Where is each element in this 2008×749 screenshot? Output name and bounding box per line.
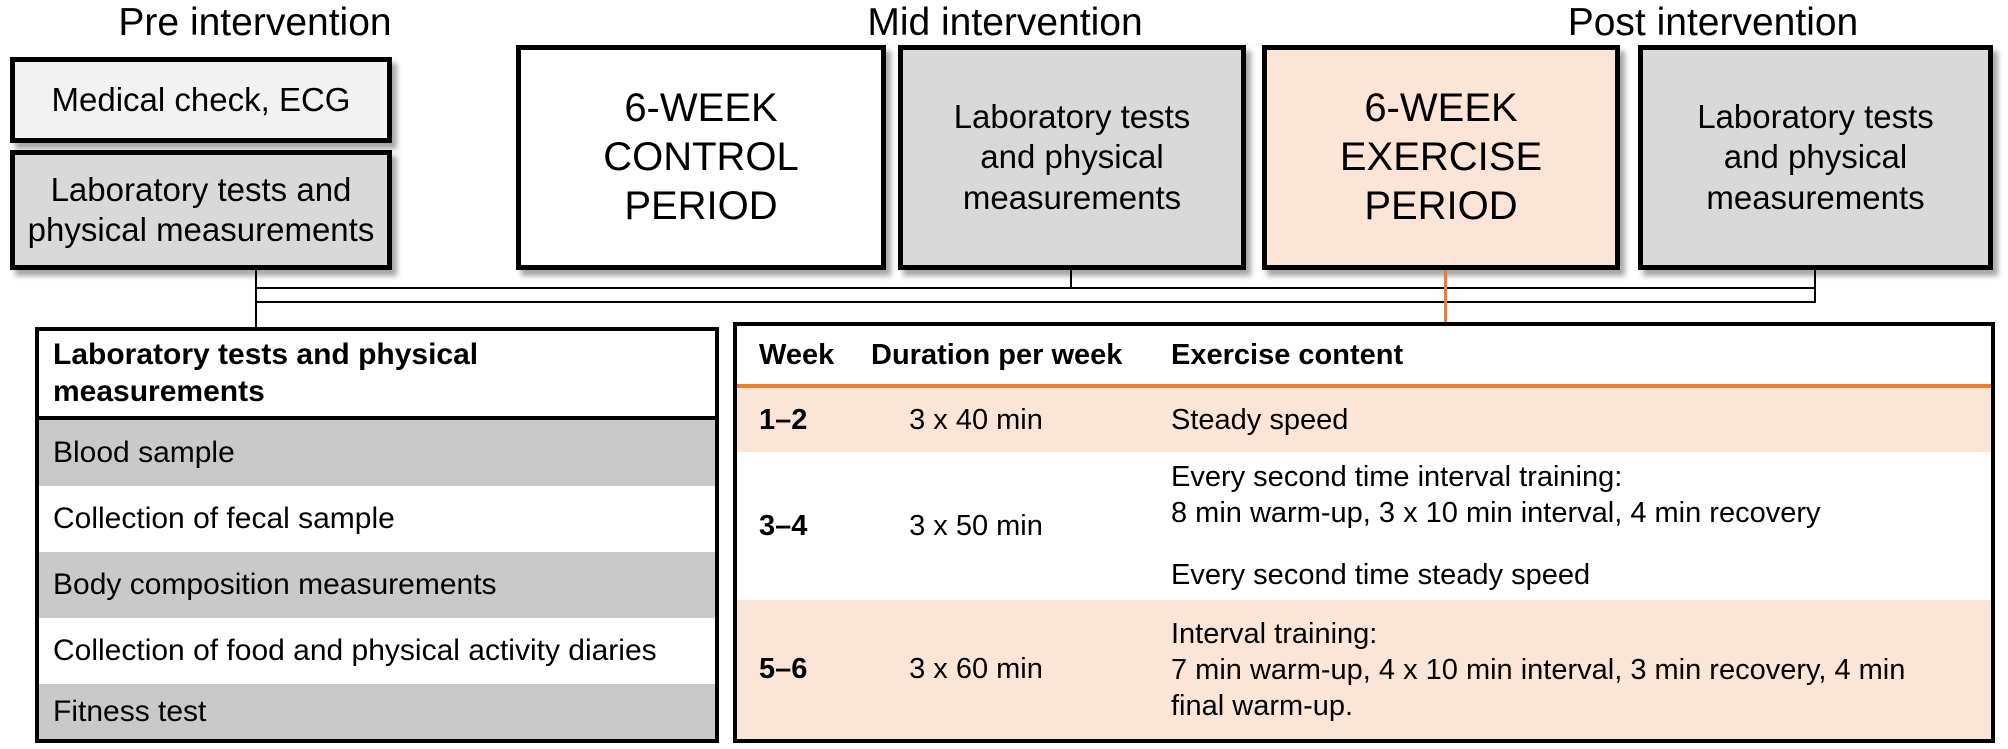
box-control-line3: PERIOD bbox=[624, 183, 778, 228]
table-row: Collection of food and physical activity… bbox=[39, 618, 715, 684]
box-medical-check: Medical check, ECG bbox=[10, 57, 392, 143]
exercise-program-table: Week Duration per week Exercise content … bbox=[733, 322, 1995, 743]
table-row: 3–4 3 x 50 min Every second time interva… bbox=[737, 452, 1991, 600]
content-cell: Steady speed bbox=[1171, 402, 1975, 438]
box-exercise-line2: EXERCISE bbox=[1339, 135, 1543, 180]
table-row: Fitness test bbox=[39, 684, 715, 739]
phase-label-post: Post intervention bbox=[1567, 1, 1859, 44]
connector-vertical-post bbox=[1814, 270, 1816, 303]
box-pre-lab-line1: Laboratory tests and bbox=[50, 170, 352, 208]
box-exercise-line1: 6-WEEK bbox=[1364, 86, 1518, 131]
content-line: 7 min warm-up, 4 x 10 min interval, 3 mi… bbox=[1171, 653, 1906, 686]
box-mid-lab-line3: measurements bbox=[962, 178, 1182, 216]
content-line: Interval training: bbox=[1171, 617, 1378, 650]
phase-label-pre: Pre intervention bbox=[118, 1, 392, 44]
box-post-lab-line2: and physical bbox=[1723, 138, 1908, 176]
table-row: Collection of fecal sample bbox=[39, 486, 715, 552]
box-exercise-period: 6-WEEK EXERCISE PERIOD bbox=[1262, 45, 1620, 270]
box-mid-lab-line1: Laboratory tests bbox=[953, 98, 1191, 136]
week-cell: 3–4 bbox=[759, 509, 808, 542]
box-pre-lab-line2: physical measurements bbox=[27, 211, 375, 248]
box-control-line2: CONTROL bbox=[603, 135, 799, 180]
table-row: Body composition measurements bbox=[39, 552, 715, 618]
lab-tests-title-line1: Laboratory tests and physical bbox=[53, 338, 479, 371]
content-gap bbox=[1171, 531, 1975, 557]
week-cell: 1–2 bbox=[759, 403, 808, 436]
box-exercise-line3: PERIOD bbox=[1364, 183, 1518, 228]
connector-horizontal-upper bbox=[255, 287, 1816, 289]
phase-label-mid: Mid intervention bbox=[867, 1, 1143, 44]
box-control-line1: 6-WEEK bbox=[624, 86, 778, 131]
connector-horizontal-lower bbox=[255, 301, 1816, 303]
duration-cell: 3 x 40 min bbox=[909, 403, 1043, 436]
connector-vertical-exercise-orange bbox=[1444, 270, 1447, 326]
lab-tests-table: Laboratory tests and physical measuremen… bbox=[35, 327, 719, 743]
lab-tests-title-line2: measurements bbox=[53, 375, 265, 408]
table-row: 1–2 3 x 40 min Steady speed bbox=[737, 388, 1991, 452]
column-header-content: Exercise content bbox=[1171, 338, 1404, 371]
table-row: Blood sample bbox=[39, 420, 715, 486]
box-post-lab-tests: Laboratory tests and physical measuremen… bbox=[1638, 45, 1993, 270]
content-cell: Every second time interval training: 8 m… bbox=[1171, 459, 1975, 593]
column-header-duration: Duration per week bbox=[871, 338, 1123, 371]
lab-tests-table-title: Laboratory tests and physical measuremen… bbox=[39, 331, 715, 420]
column-header-week: Week bbox=[759, 338, 835, 371]
exercise-table-header: Week Duration per week Exercise content bbox=[737, 326, 1991, 388]
box-control-period: 6-WEEK CONTROL PERIOD bbox=[516, 45, 886, 270]
table-row: 5–6 3 x 60 min Interval training: 7 min … bbox=[737, 600, 1991, 739]
content-line: Every second time steady speed bbox=[1171, 559, 1591, 591]
content-line: Every second time interval training: bbox=[1171, 461, 1623, 493]
content-line: 8 min warm-up, 3 x 10 min interval, 4 mi… bbox=[1171, 497, 1821, 529]
duration-cell: 3 x 50 min bbox=[909, 509, 1043, 542]
box-mid-lab-tests: Laboratory tests and physical measuremen… bbox=[898, 45, 1246, 270]
box-mid-lab-line2: and physical bbox=[980, 138, 1164, 176]
box-post-lab-line1: Laboratory tests bbox=[1697, 98, 1934, 136]
content-line: final warm-up. bbox=[1171, 689, 1354, 722]
week-cell: 5–6 bbox=[759, 653, 808, 685]
box-post-lab-line3: measurements bbox=[1706, 178, 1925, 216]
box-medical-check-text: Medical check, ECG bbox=[51, 80, 351, 118]
duration-cell: 3 x 60 min bbox=[909, 653, 1043, 685]
connector-vertical-mid bbox=[1070, 270, 1072, 289]
connector-vertical-pre bbox=[255, 270, 257, 328]
box-pre-lab-tests: Laboratory tests and physical measuremen… bbox=[10, 150, 392, 270]
content-cell: Interval training: 7 min warm-up, 4 x 10… bbox=[1171, 616, 1975, 724]
content-line: Steady speed bbox=[1171, 404, 1349, 436]
